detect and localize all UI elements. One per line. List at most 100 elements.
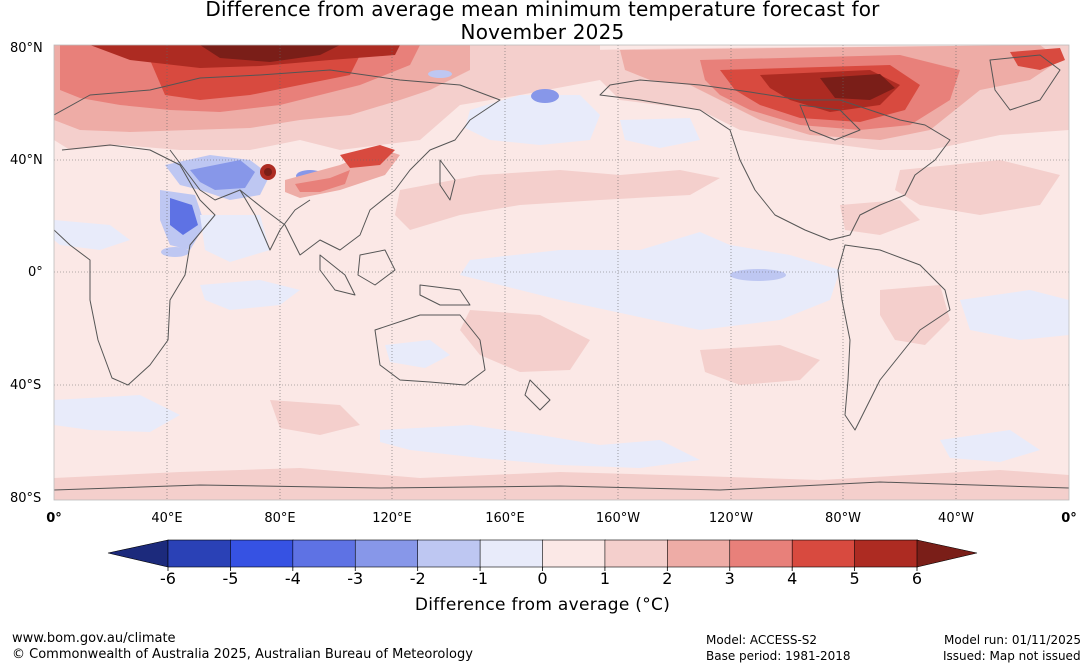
coastline-new-zealand [524, 379, 551, 411]
colorbar-tick-label: 3 [725, 569, 735, 588]
colorbar-tick-label: -5 [222, 569, 238, 588]
anomaly-region-arabia-cooler [170, 198, 198, 235]
colorbar-bin [667, 539, 731, 568]
colorbar-bin [417, 539, 481, 568]
colorbar-bin [292, 539, 357, 568]
map-title-line-1: Difference from average mean minimum tem… [205, 0, 880, 21]
anomaly-region-bering-cool [531, 89, 559, 103]
map-title-line-2: November 2025 [460, 20, 625, 44]
footer-base-period: Base period: 1981-2018 [706, 649, 851, 663]
anomaly-region-antarctic-warm [54, 468, 1069, 500]
graticule [54, 45, 1069, 500]
footer-issued: Issued: Map not issued [943, 649, 1081, 663]
coastline-new-guinea [419, 284, 471, 306]
coastline-india [239, 189, 311, 251]
anomaly-region-atlantic-warm [895, 160, 1060, 215]
lon-label: 40°W [938, 511, 974, 526]
lon-label: 160°E [485, 511, 525, 526]
lon-label: 120°E [372, 511, 412, 526]
anomaly-region-australia-cool [385, 340, 450, 368]
anomaly-region-north-pacific-cool [465, 95, 600, 145]
footer-model-run: Model run: 01/11/2025 [944, 633, 1082, 647]
coastline-south-america [837, 244, 951, 431]
anomaly-region-south-pacific-warm [460, 310, 590, 372]
lon-label: 0° [46, 511, 62, 526]
colorbar-tick-label: -4 [285, 569, 301, 588]
coastline-africa [54, 144, 216, 386]
colorbar: -6 -5 -4 -3 -2 -1 0 1 2 3 4 5 6 [107, 539, 978, 588]
anomaly-region-se-pacific-warm [700, 345, 820, 385]
lon-label: 120°W [709, 511, 753, 526]
colorbar-above-max-arrow [916, 539, 978, 568]
lat-label: 40°S [10, 378, 41, 393]
anomaly-region-north-pacific-warm-band [395, 170, 720, 230]
colorbar-bin [791, 539, 856, 568]
anomaly-region-central-asia-cooler [190, 160, 255, 190]
footer-copyright: © Commonwealth of Australia 2025, Austra… [12, 647, 473, 662]
anomaly-region-gulf-cool [161, 247, 189, 257]
coastlines [54, 54, 1069, 491]
lon-label: 40°E [151, 511, 182, 526]
coastline-antarctica [54, 481, 1069, 491]
anomaly-region-arctic-cool [428, 70, 452, 78]
anomaly-region-caribbean-warm [840, 200, 920, 235]
anomaly-region-china-warmer [295, 170, 350, 192]
colorbar-tick-label: -2 [410, 569, 426, 588]
anomaly-region-south-indian-warm [270, 400, 360, 435]
anomaly-region-arabian-sea-light [200, 215, 270, 262]
colorbar-tick-label: 6 [912, 569, 922, 588]
anomaly-region-greenland-hot [1010, 48, 1065, 70]
anomaly-region-siberia-extreme [200, 45, 340, 62]
colorbar-title: Difference from average (°C) [414, 595, 671, 615]
colorbar-tick-label: 4 [787, 569, 797, 588]
colorbar-bin [729, 539, 793, 568]
anomaly-region-hudson-extreme [820, 74, 895, 100]
footer-url: www.bom.gov.au/climate [12, 631, 176, 646]
anomaly-region-north-pacific-light-cool [620, 118, 700, 148]
lon-label: 0° [1061, 511, 1077, 526]
longitude-labels: 0° 40°E 80°E 120°E 160°E 160°W 120°W 80°… [46, 511, 1077, 526]
lat-label: 80°S [10, 491, 41, 506]
colorbar-tick-label: 1 [600, 569, 610, 588]
colorbar-bin [230, 539, 294, 568]
lat-label: 0° [28, 265, 43, 280]
anomaly-region-mongolia-warm [340, 145, 395, 168]
anomaly-region-south-atlantic-light-cool [54, 395, 180, 432]
lon-label: 160°W [596, 511, 640, 526]
latitude-labels: 80°N 40°N 0° 40°S 80°S [10, 41, 43, 506]
colorbar-tick-label: 2 [662, 569, 672, 588]
coastline-hudson-bay [799, 104, 861, 141]
coastline-north-america [599, 79, 951, 241]
coastline-japan [439, 159, 456, 201]
map-frame [53, 44, 1070, 501]
anomaly-region-west-africa-cool [54, 220, 130, 250]
colorbar-bin [479, 539, 544, 568]
colorbar-bin [354, 539, 419, 568]
colorbar-tick-label: -1 [472, 569, 488, 588]
anomaly-region-south-america-warm [880, 285, 950, 345]
footer-model: Model: ACCESS-S2 [706, 633, 818, 647]
colorbar-tick-label: 5 [849, 569, 859, 588]
colorbar-tick-label: -3 [347, 569, 363, 588]
lat-label: 80°N [10, 41, 43, 56]
coastline-australia [374, 314, 486, 386]
coastline-greenland [989, 54, 1061, 111]
colorbar-tick-label: -6 [160, 569, 176, 588]
colorbar-bin [167, 539, 232, 568]
anomaly-region-indian-ocean-cool [200, 280, 300, 310]
lon-label: 80°E [264, 511, 295, 526]
anomaly-field [54, 45, 1069, 500]
colorbar-tick-label: 0 [537, 569, 547, 588]
anomaly-region-southeast-ocean-cool [940, 430, 1040, 462]
coastline-eurasia [54, 69, 501, 256]
coastline-borneo [357, 249, 396, 286]
anomaly-region-southern-ocean-cool [380, 425, 700, 468]
anomaly-region-south-atlantic-cool [960, 290, 1069, 340]
anomaly-region-karakoram-extreme [264, 168, 272, 176]
colorbar-bin [604, 539, 669, 568]
colorbar-bin [542, 539, 606, 568]
colorbar-bin [854, 539, 918, 568]
lat-label: 40°N [10, 153, 43, 168]
anomaly-region-equatorial-pacific-cool [460, 232, 840, 330]
